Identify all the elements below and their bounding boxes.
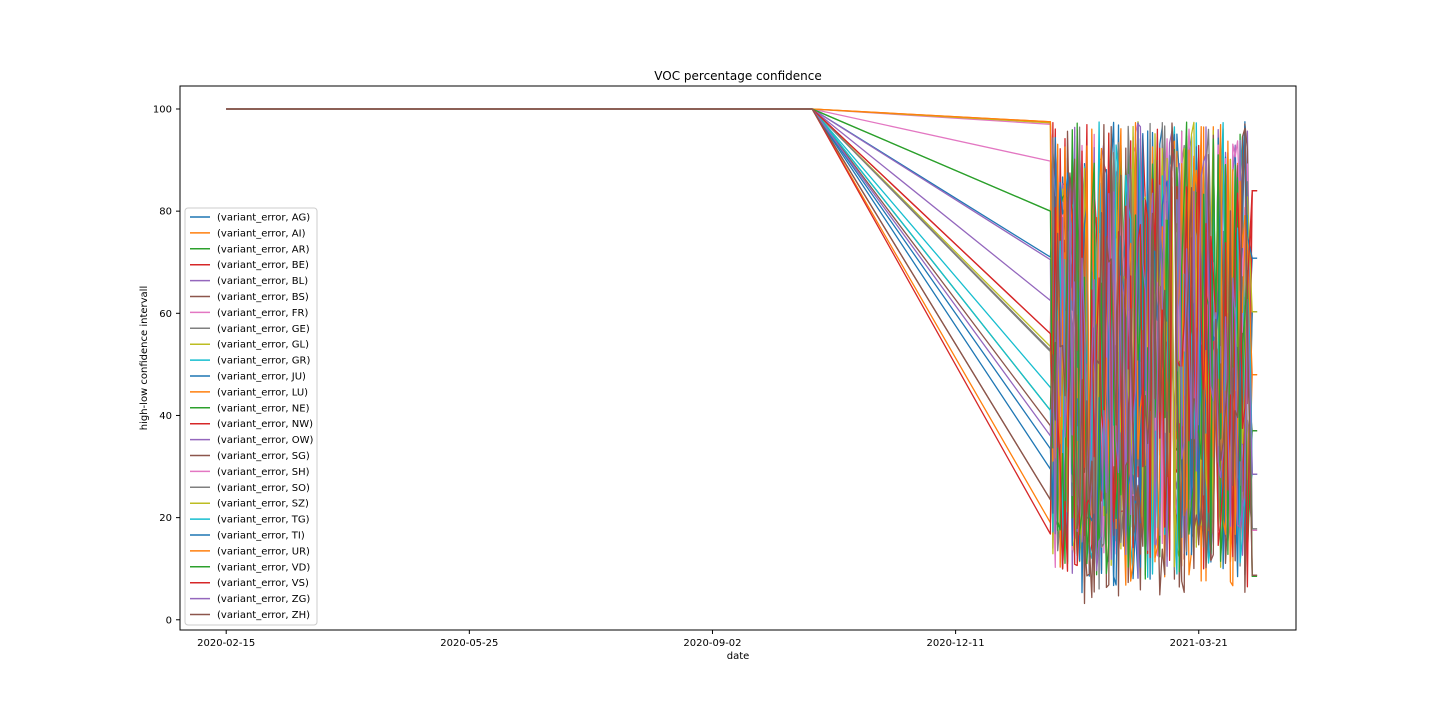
y-tick-label: 80 (159, 207, 172, 218)
legend-label: (variant_error, ZG) (217, 594, 310, 605)
legend-label: (variant_error, TI) (217, 531, 305, 542)
legend-label: (variant_error, SG) (217, 451, 310, 462)
y-axis-label: high-low confidence intervall (139, 286, 150, 431)
legend-label: (variant_error, BS) (217, 292, 309, 303)
x-tick-label: 2020-12-11 (927, 638, 985, 649)
legend-label: (variant_error, VD) (217, 562, 310, 573)
legend-label: (variant_error, TG) (217, 515, 310, 526)
legend-label: (variant_error, GL) (217, 340, 309, 351)
legend-box (184, 207, 318, 626)
y-axis: 0 20 40 60 80 100 (153, 104, 180, 626)
legend: (variant_error, AG) (variant_error, AI) (v… (184, 207, 318, 626)
legend-label: (variant_error, SO) (217, 483, 310, 494)
x-tick-label: 2020-05-25 (440, 638, 498, 649)
legend-label: (variant_error, ZH) (217, 610, 310, 621)
x-tick-label: 2021-03-21 (1170, 638, 1228, 649)
series-layer (226, 108, 1258, 605)
legend-label: (variant_error, GE) (217, 324, 310, 335)
legend-label: (variant_error, BL) (217, 276, 308, 287)
legend-label: (variant_error, JU) (217, 372, 306, 383)
legend-label: (variant_error, AR) (217, 244, 310, 255)
plot-frame (179, 85, 1297, 631)
y-tick-label: 20 (159, 513, 172, 524)
x-tick-label: 2020-09-02 (683, 638, 741, 649)
legend-label: (variant_error, SZ) (217, 499, 309, 510)
x-axis: 2020-02-15 2020-05-25 2020-09-02 2020-12-11… (197, 630, 1228, 649)
chart-title: VOC percentage confidence (654, 69, 821, 83)
legend-label: (variant_error, NW) (217, 419, 313, 430)
series-line (226, 108, 1258, 605)
y-tick-label: 40 (159, 411, 172, 422)
x-axis-label: date (727, 651, 750, 662)
legend-label: (variant_error, GR) (217, 356, 310, 367)
legend-entries: (variant_error, AG) (variant_error, AI) (v… (190, 213, 314, 621)
legend-label: (variant_error, OW) (217, 435, 314, 446)
legend-label: (variant_error, NE) (217, 403, 310, 414)
y-tick-label: 60 (159, 309, 172, 320)
legend-label: (variant_error, AI) (217, 228, 306, 239)
y-tick-label: 100 (153, 104, 172, 115)
legend-label: (variant_error, VS) (217, 578, 309, 589)
legend-label: (variant_error, FR) (217, 308, 308, 319)
legend-label: (variant_error, UR) (217, 546, 310, 557)
x-tick-label: 2020-02-15 (197, 638, 255, 649)
legend-label: (variant_error, LU) (217, 387, 308, 398)
legend-label: (variant_error, BE) (217, 260, 309, 271)
y-tick-label: 0 (166, 615, 172, 626)
legend-label: (variant_error, AG) (217, 213, 310, 224)
legend-label: (variant_error, SH) (217, 467, 310, 478)
